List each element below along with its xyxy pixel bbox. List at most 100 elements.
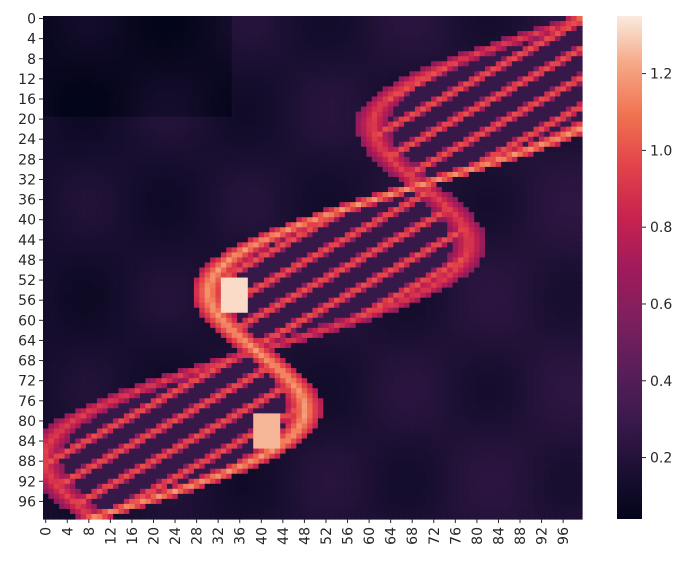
heatmap-cell: [204, 81, 211, 88]
heatmap-cell: [296, 187, 303, 193]
heatmap-cell: [102, 71, 109, 77]
heatmap-cell: [398, 202, 405, 208]
heatmap-cell: [479, 131, 486, 138]
heatmap-cell: [307, 121, 314, 128]
heatmap-cell: [441, 136, 448, 143]
heatmap-cell: [177, 232, 184, 238]
heatmap-cell: [43, 161, 49, 168]
heatmap-cell: [544, 252, 551, 259]
heatmap-cell: [312, 207, 319, 213]
heatmap-cell: [145, 136, 152, 143]
heatmap-cell: [285, 262, 292, 269]
heatmap-cell: [317, 51, 324, 57]
heatmap-cell: [285, 192, 292, 198]
heatmap-cell: [102, 106, 109, 113]
heatmap-cell: [511, 81, 518, 88]
heatmap-cell: [166, 242, 173, 248]
heatmap-cell: [199, 126, 206, 133]
heatmap-cell: [156, 212, 163, 218]
heatmap-cell: [571, 176, 578, 183]
heatmap-cell: [361, 76, 367, 82]
heatmap-cell: [355, 247, 362, 254]
heatmap-cell: [495, 146, 502, 153]
heatmap-cell: [220, 237, 227, 243]
heatmap-cell: [484, 166, 491, 173]
heatmap-cell: [59, 126, 66, 133]
heatmap-cell: [528, 81, 535, 88]
heatmap-cell: [96, 192, 103, 198]
heatmap-cell: [414, 41, 421, 47]
heatmap-cell: [522, 136, 529, 143]
heatmap-cell: [501, 121, 508, 128]
heatmap-cell: [323, 46, 330, 52]
heatmap-cell: [69, 86, 76, 93]
heatmap-cell: [350, 141, 357, 148]
heatmap-cell: [140, 96, 147, 103]
heatmap-cell: [102, 252, 109, 259]
heatmap-cell: [59, 222, 66, 228]
heatmap-cell: [247, 161, 254, 168]
heatmap-cell: [280, 121, 287, 128]
heatmap-cell: [123, 86, 130, 93]
heatmap-cell: [118, 111, 125, 118]
heatmap-cell: [393, 232, 400, 238]
heatmap-cell: [366, 257, 373, 264]
heatmap-cell: [307, 116, 314, 123]
heatmap-cell: [59, 41, 66, 47]
heatmap-cell: [371, 46, 378, 52]
heatmap-cell: [177, 121, 184, 128]
heatmap-cell: [517, 106, 524, 113]
heatmap-cell: [474, 76, 481, 82]
heatmap-cell: [377, 16, 384, 22]
heatmap-cell: [91, 96, 98, 103]
heatmap-cell: [199, 217, 206, 223]
heatmap-cell: [522, 202, 529, 208]
heatmap-cell: [177, 242, 184, 248]
heatmap-cell: [511, 16, 518, 22]
heatmap-cell: [118, 257, 125, 264]
heatmap-cell: [253, 237, 260, 243]
heatmap-cell: [231, 101, 238, 108]
heatmap-cell: [441, 232, 448, 238]
heatmap-cell: [312, 227, 319, 233]
heatmap-cell: [452, 202, 459, 208]
heatmap-cell: [75, 86, 82, 93]
heatmap-cell: [387, 51, 394, 57]
heatmap-cell: [565, 91, 572, 98]
heatmap-cell: [495, 96, 502, 103]
heatmap-cell: [522, 212, 529, 218]
heatmap-cell: [501, 232, 508, 238]
heatmap-cell: [220, 121, 227, 128]
heatmap-cell: [285, 156, 292, 163]
heatmap-cell: [463, 31, 470, 37]
heatmap-cell: [490, 61, 497, 67]
heatmap-cell: [75, 91, 82, 98]
heatmap-cell: [458, 16, 465, 22]
heatmap-cell: [118, 151, 125, 158]
heatmap-cell: [48, 181, 55, 188]
heatmap-cell: [156, 207, 163, 213]
heatmap-cell: [490, 31, 497, 37]
heatmap-cell: [129, 91, 136, 98]
heatmap-cell: [231, 121, 238, 128]
heatmap-cell: [290, 66, 297, 72]
heatmap-cell: [177, 141, 184, 148]
heatmap-cell: [113, 247, 120, 254]
heatmap-cell: [441, 106, 448, 113]
heatmap-cell: [458, 166, 465, 173]
heatmap-cell: [533, 166, 540, 173]
heatmap-cell: [528, 31, 535, 37]
heatmap-cell: [538, 171, 545, 178]
heatmap-cell: [274, 21, 281, 27]
heatmap-cell: [479, 166, 486, 173]
heatmap-cell: [528, 126, 535, 133]
heatmap-cell: [355, 156, 362, 163]
heatmap-cell: [296, 262, 303, 269]
heatmap-cell: [452, 247, 459, 254]
heatmap-cell: [441, 197, 448, 203]
heatmap-cell: [533, 187, 540, 193]
heatmap-cell: [414, 187, 421, 193]
heatmap-cell: [134, 141, 141, 148]
heatmap-cell: [544, 247, 551, 254]
heatmap-cell: [86, 91, 93, 98]
